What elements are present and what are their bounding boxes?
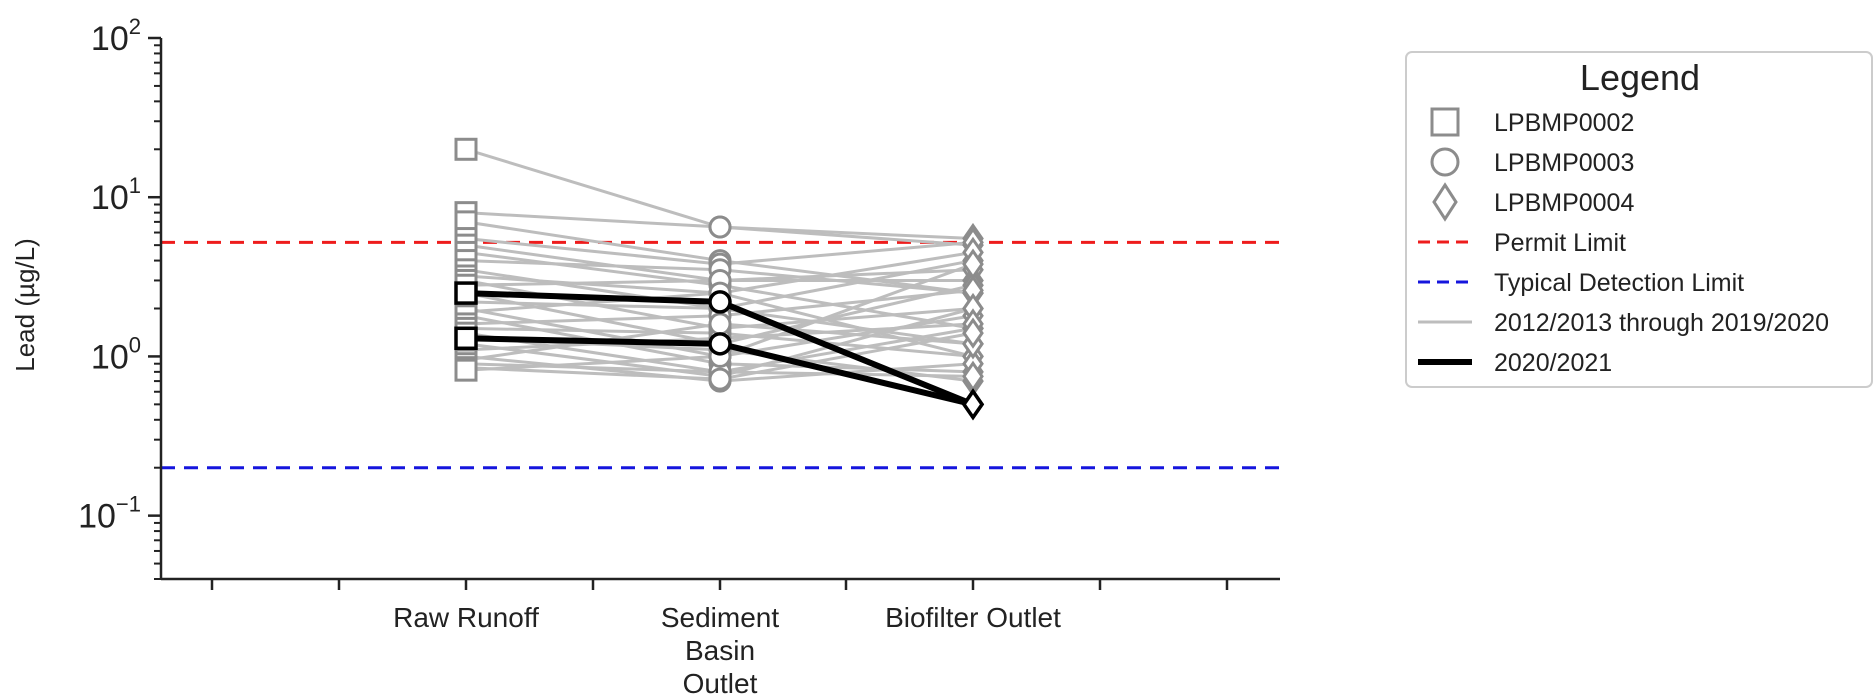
x-category-label: Outlet (683, 668, 758, 698)
x-category-label: Basin (685, 635, 755, 666)
current-point-diamond-marker (961, 388, 985, 421)
y-tick-label: 101 (91, 173, 141, 217)
legend-diamond-icon (1432, 182, 1458, 222)
current-point-square-marker (454, 281, 478, 305)
current-point-square-marker (454, 326, 478, 351)
data-point-square-marker (454, 358, 478, 382)
x-category-label: Sediment (661, 602, 780, 633)
y-axis-label: Lead (µg/L) (10, 238, 40, 372)
legend-circle-icon (1430, 147, 1460, 177)
plot-area (161, 137, 1280, 470)
legend-item-label: 2012/2013 through 2019/2020 (1494, 309, 1829, 337)
legend-item-label: LPBMP0003 (1494, 149, 1634, 177)
x-category-label: Raw Runoff (393, 602, 539, 633)
y-tick-label: 100 (91, 332, 141, 376)
x-category-label: Biofilter Outlet (885, 602, 1061, 633)
legend: Legend LPBMP0002 LPBMP0003 LPBMP0004 Permit… (1405, 51, 1873, 388)
data-point-circle-marker (708, 367, 732, 391)
data-point-diamond-marker (962, 248, 984, 280)
y-tick-label: 102 (91, 14, 141, 58)
y-tick-label: 10−1 (78, 492, 141, 536)
data-point-circle-marker (708, 215, 732, 239)
legend-item-label: Typical Detection Limit (1494, 269, 1744, 297)
legend-item-label: 2020/2021 (1494, 349, 1612, 377)
data-point-circle-marker (708, 312, 732, 336)
legend-item-label: LPBMP0004 (1494, 189, 1634, 217)
current-point-circle-marker (708, 332, 732, 356)
legend-square-icon (1430, 107, 1460, 137)
legend-title: Legend (1580, 57, 1700, 98)
data-point-diamond-marker (962, 317, 984, 349)
y-axis: 102 101 100 10−1 (78, 14, 163, 580)
legend-items: LPBMP0002 LPBMP0003 LPBMP0004 Permit Limit T… (1418, 107, 1829, 377)
legend-item-label: Permit Limit (1494, 229, 1626, 257)
legend-item-label: LPBMP0002 (1494, 109, 1634, 137)
legend-box (1405, 51, 1873, 388)
data-point-square-marker (454, 137, 478, 161)
current-point-circle-marker (708, 290, 732, 314)
